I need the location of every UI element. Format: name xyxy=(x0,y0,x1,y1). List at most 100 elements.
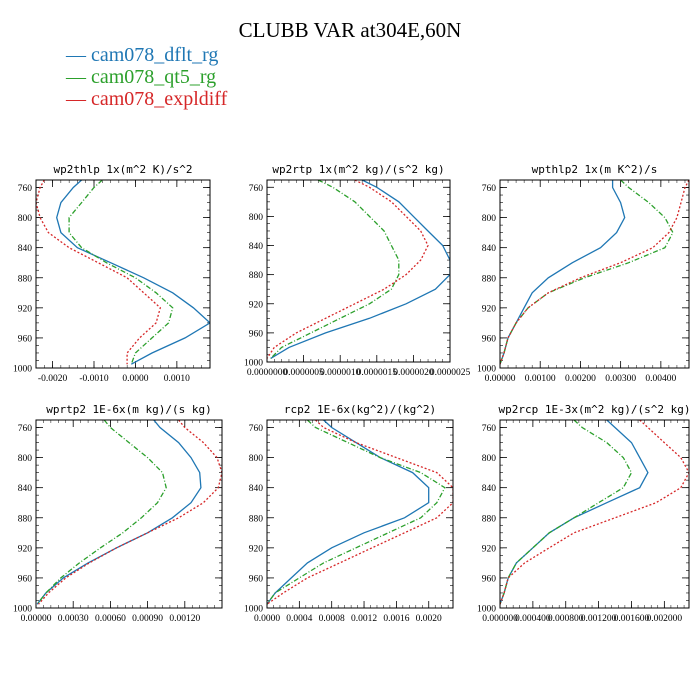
panel-2: wp2rtp 1x(m^2 kg)/(s^2 kg) 760 800 840 880 92… xyxy=(244,163,470,378)
series-line-cam078_expldiff xyxy=(38,420,222,605)
panel-title: wp2rcp 1E-3x(m^2 kg)/(s^2 kg) xyxy=(498,403,690,416)
panel-frame xyxy=(266,179,451,363)
y-tick-label: 760 xyxy=(18,184,33,194)
x-tick-label: 0.000800 xyxy=(548,614,584,624)
legend-item-dflt: — cam078_dflt_rg xyxy=(66,44,219,66)
series-line-cam078_expldiff xyxy=(36,180,162,365)
x-tick-label: 0.001600 xyxy=(614,614,650,624)
x-tick-label: 0.0012 xyxy=(351,614,377,624)
x-tick-label: 0.0000010 xyxy=(320,368,361,378)
y-tick-label: 840 xyxy=(249,484,264,494)
panel-title: wprtp2 1E-6x(m kg)/(s kg) xyxy=(46,403,212,416)
x-tick-label: 0.001200 xyxy=(581,614,617,624)
series-line-cam078_expldiff xyxy=(500,180,689,365)
y-tick-label: 880 xyxy=(18,514,33,524)
y-tick-label: 800 xyxy=(482,214,497,224)
x-tick-label: 0.0000020 xyxy=(393,368,434,378)
x-tick-label: -0.0020 xyxy=(38,374,68,384)
series-line-cam078_qt5_rg xyxy=(500,180,674,365)
x-tick-label: 0.00000 xyxy=(485,374,516,384)
series-line-cam078_dflt_rg xyxy=(267,420,430,605)
series-line-cam078_dflt_rg xyxy=(270,180,450,359)
series-group xyxy=(36,180,210,365)
panel-3: wpthlp2 1x(m K^2)/s 760 800 840 880 920 960 100… xyxy=(477,163,690,384)
series-group xyxy=(36,420,222,605)
panel-title: rcp2 1E-6x(kg^2)/(kg^2) xyxy=(284,403,436,416)
x-tick-label: 0.000000 xyxy=(482,614,518,624)
y-tick-label: 800 xyxy=(18,454,33,464)
series-line-cam078_expldiff xyxy=(267,180,429,359)
y-tick-label: 840 xyxy=(18,484,33,494)
y-tick-label: 880 xyxy=(249,271,264,281)
y-tick-label: 760 xyxy=(482,424,497,434)
y-tick-label: 920 xyxy=(249,544,264,554)
x-tick-label: 0.00300 xyxy=(605,374,636,384)
y-tick-label: 920 xyxy=(18,304,33,314)
y-tick-label: 880 xyxy=(249,514,264,524)
x-tick-label: 0.0000015 xyxy=(357,368,398,378)
y-tick-label: 920 xyxy=(482,544,497,554)
y-tick-label: 880 xyxy=(482,514,497,524)
panel-frame xyxy=(499,419,690,609)
series-group xyxy=(500,180,689,365)
legend-item-expldiff: — cam078_expldiff xyxy=(66,88,228,110)
series-line-cam078_qt5_rg xyxy=(500,420,633,605)
y-tick-label: 1000 xyxy=(477,365,496,375)
x-tick-label: 0.002000 xyxy=(647,614,683,624)
series-line-cam078_dflt_rg xyxy=(56,180,210,365)
y-tick-label: 840 xyxy=(18,244,33,254)
x-tick-label: 0.0004 xyxy=(286,614,312,624)
y-tick-label: 760 xyxy=(249,184,264,194)
y-tick-label: 760 xyxy=(18,424,33,434)
panel-4: wprtp2 1E-6x(m kg)/(s kg) 760 800 840 880 920… xyxy=(13,403,223,624)
y-tick-label: 920 xyxy=(18,544,33,554)
y-tick-label: 1000 xyxy=(13,605,32,615)
series-group xyxy=(267,420,453,605)
y-tick-label: 1000 xyxy=(244,605,263,615)
y-tick-label: 960 xyxy=(249,329,264,339)
x-tick-label: 0.00000 xyxy=(21,614,52,624)
legend-label-dflt: cam078_dflt_rg xyxy=(91,44,219,66)
x-tick-label: 0.00060 xyxy=(95,614,126,624)
series-group xyxy=(500,420,689,605)
panel-frame xyxy=(35,179,211,369)
page-title: CLUBB VAR at304E,60N xyxy=(238,18,462,42)
x-tick-label: 0.0008 xyxy=(319,614,345,624)
panel-1: wp2thlp 1x(m^2 K)/s^2 760 800 840 880 920 960 1… xyxy=(13,163,211,384)
y-tick-label: 840 xyxy=(482,244,497,254)
series-line-cam078_qt5_rg xyxy=(68,180,174,365)
series-line-cam078_qt5_rg xyxy=(267,420,446,605)
x-tick-label: 0.000400 xyxy=(515,614,551,624)
series-line-cam078_expldiff xyxy=(267,420,453,605)
x-tick-label: 0.00200 xyxy=(565,374,596,384)
y-tick-label: 880 xyxy=(482,274,497,284)
panel-title: wp2thlp 1x(m^2 K)/s^2 xyxy=(53,163,192,176)
y-tick-label: 960 xyxy=(18,334,33,344)
panel-frame xyxy=(266,419,454,609)
y-tick-label: 960 xyxy=(482,574,497,584)
series-line-cam078_qt5_rg xyxy=(270,180,400,359)
panel-title: wpthlp2 1x(m K^2)/s xyxy=(532,163,658,176)
series-group xyxy=(267,180,450,359)
legend-item-qt5: — cam078_qt5_rg xyxy=(66,66,217,88)
y-tick-label: 920 xyxy=(482,304,497,314)
series-line-cam078_expldiff xyxy=(500,420,689,605)
x-tick-label: 0.0000005 xyxy=(283,368,324,378)
x-tick-label: 0.0000 xyxy=(122,374,148,384)
x-tick-label: 0.00090 xyxy=(132,614,163,624)
y-tick-label: 960 xyxy=(482,334,497,344)
series-line-cam078_dflt_rg xyxy=(36,420,202,605)
y-tick-label: 1000 xyxy=(13,365,32,375)
x-tick-label: 0.0020 xyxy=(416,614,442,624)
y-tick-label: 800 xyxy=(249,213,264,223)
y-tick-label: 800 xyxy=(249,454,264,464)
x-tick-label: 0.00100 xyxy=(525,374,556,384)
y-tick-label: 960 xyxy=(18,574,33,584)
panel-6: wp2rcp 1E-3x(m^2 kg)/(s^2 kg)760 800 840 88… xyxy=(477,403,691,624)
panel-frame xyxy=(499,179,690,369)
panel-frame xyxy=(35,419,223,609)
legend-label-qt5: cam078_qt5_rg xyxy=(91,66,217,88)
y-tick-label: 760 xyxy=(249,424,264,434)
y-tick-label: 760 xyxy=(482,184,497,194)
